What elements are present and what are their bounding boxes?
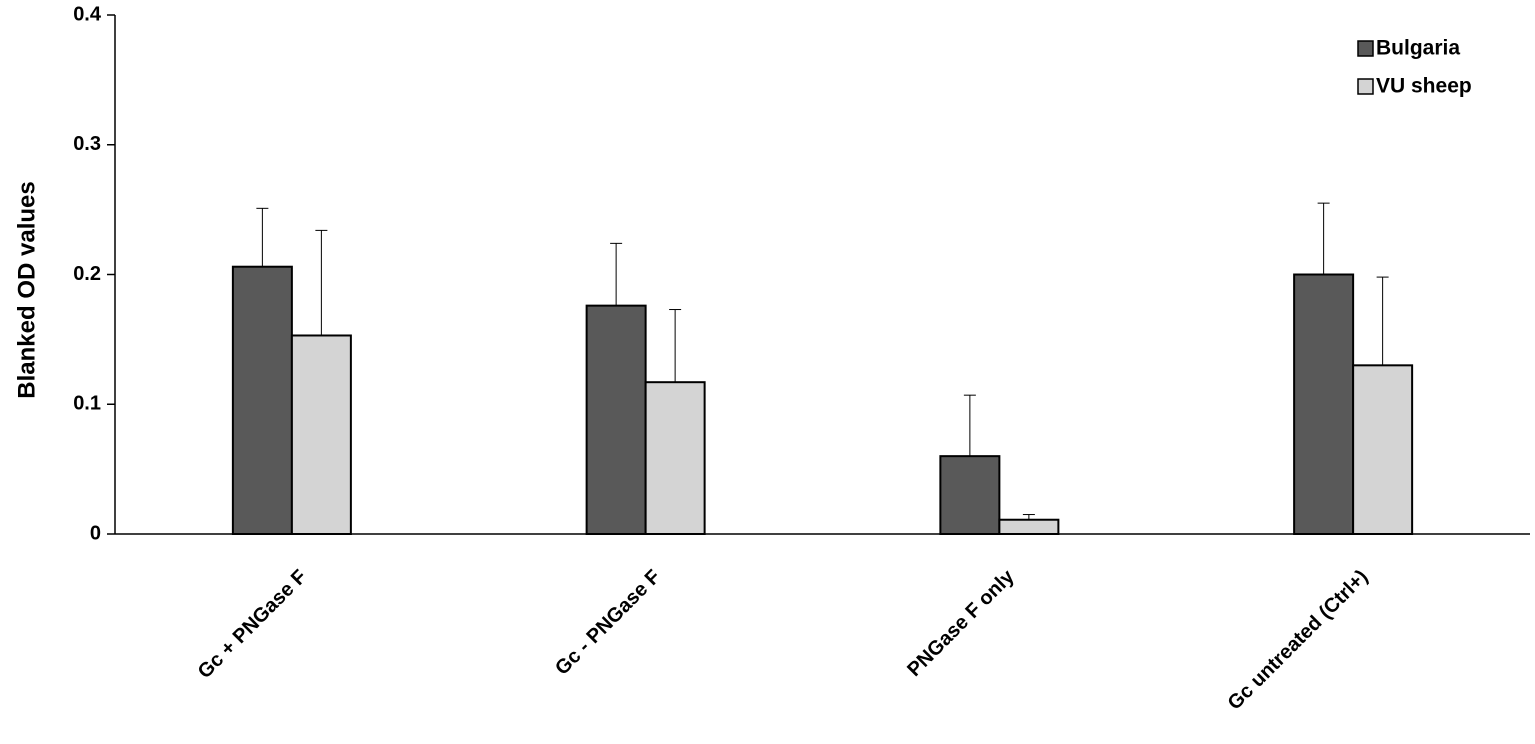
y-tick-label: 0 — [90, 522, 101, 544]
legend-label: Bulgaria — [1376, 37, 1460, 60]
bar — [290, 334, 352, 536]
x-tick-label: Gc + PNGase F — [194, 566, 311, 683]
legend-swatch — [1357, 40, 1374, 57]
bar — [1352, 364, 1414, 536]
bar — [939, 455, 1001, 535]
y-tick-label: 0.1 — [73, 393, 101, 415]
y-tick-label: 0.3 — [73, 133, 101, 155]
legend-swatch — [1357, 78, 1374, 95]
x-tick-label: Gc untreated (Ctrl+) — [1224, 566, 1373, 715]
y-axis-label: Blanked OD values — [13, 181, 40, 398]
bar — [231, 265, 293, 535]
x-tick-label: PNGase F only — [903, 565, 1019, 681]
x-tick-label: Gc - PNGase F — [551, 566, 665, 680]
y-tick-label: 0.4 — [73, 3, 102, 25]
y-tick-label: 0.2 — [73, 263, 101, 285]
bar — [998, 518, 1060, 535]
bar — [644, 381, 706, 535]
bar — [1293, 273, 1355, 535]
legend-label: VU sheep — [1376, 75, 1472, 98]
bar — [585, 304, 647, 536]
